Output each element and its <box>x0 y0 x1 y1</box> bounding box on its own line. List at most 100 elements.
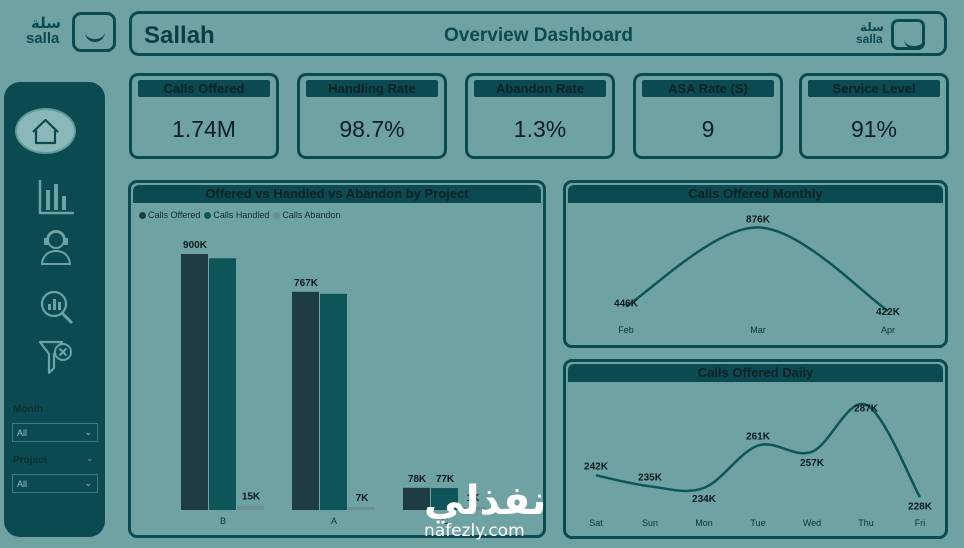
search-analytics-icon <box>40 290 74 325</box>
legend-item-offered: Calls Offered <box>139 210 200 220</box>
kpi-card-asa-rate: ASA Rate (S) 9 <box>633 73 783 159</box>
x-tick-label: A <box>331 516 337 526</box>
legend-item-handled: Calls Handled <box>204 210 269 220</box>
watermark-latin: nafezly.com <box>424 521 525 541</box>
month-filter-select[interactable]: All ⌄ <box>12 423 98 442</box>
data-label: 287K <box>854 404 879 415</box>
page-title: Overview Dashboard <box>444 25 634 46</box>
data-label: 876K <box>746 214 771 225</box>
kpi-value: 98.7% <box>339 116 405 142</box>
kpi-card-service-level: Service Level 91% <box>799 73 949 159</box>
data-label: 1K <box>467 493 481 504</box>
daily-line-chart-panel: Calls Offered Daily 242K Sat 235K Sun 234K Mo… <box>563 359 948 539</box>
header-logo-arabic: سلة <box>860 20 884 34</box>
project-filter-value: All <box>17 479 28 489</box>
header-bar: Sallah Overview Dashboard سلة salla <box>129 11 947 56</box>
nav-analysis-button[interactable] <box>16 286 76 330</box>
logo-latin: salla <box>26 30 60 47</box>
kpi-card-handling-rate: Handling Rate 98.7% <box>297 73 447 159</box>
header-bag-icon <box>891 19 925 50</box>
logo-arabic: سلة <box>31 14 61 32</box>
x-tick-label: Mar <box>750 325 766 335</box>
kpi-label: Abandon Rate <box>474 80 606 97</box>
data-label: 900K <box>183 240 208 251</box>
x-tick-label: Thu <box>858 518 874 528</box>
kpi-label: Service Level <box>808 80 940 97</box>
project-filter-label: Project <box>13 455 47 466</box>
x-tick-label: B <box>220 516 226 526</box>
data-label: 422K <box>876 307 901 318</box>
bar-calls-abandon <box>237 505 264 510</box>
kpi-card-abandon-rate: Abandon Rate 1.3% <box>465 73 615 159</box>
x-tick-label: Apr <box>881 325 895 335</box>
header-salla-logo: سلة salla <box>856 20 888 45</box>
bar-calls-handled <box>431 488 458 510</box>
x-tick-label: C <box>442 516 449 526</box>
bar-calls-offered <box>181 254 208 510</box>
series-line <box>625 226 889 313</box>
sidebar <box>4 82 105 537</box>
kpi-value: 9 <box>701 116 715 142</box>
x-tick-label: Fri <box>915 518 926 528</box>
data-label: 7K <box>356 493 370 504</box>
brand-name: Sallah <box>144 22 215 49</box>
chart-title: Calls Offered Monthly <box>568 185 943 203</box>
nav-agents-button[interactable] <box>16 226 76 270</box>
data-label: 257K <box>800 458 825 469</box>
bar-calls-offered <box>292 291 319 510</box>
watermark: نفذلي nafezly.com <box>424 480 546 540</box>
month-filter-value: All <box>17 428 28 438</box>
clear-filter-icon <box>38 340 72 375</box>
project-filter-expand-icon[interactable]: ⌄ <box>86 453 94 463</box>
bar-calls-offered <box>403 487 430 510</box>
project-bar-chart-panel: Offered vs Handled vs Abandon by Project… <box>128 180 546 538</box>
monthly-line-chart-panel: Calls Offered Monthly 446K Feb 876K Mar 422K… <box>563 180 948 348</box>
clear-filters-button[interactable] <box>16 336 76 380</box>
salla-logo: سلة salla <box>26 14 66 47</box>
legend-item-abandon: Calls Abandon <box>273 210 340 220</box>
series-line <box>595 402 922 498</box>
x-tick-label: Tue <box>750 518 765 528</box>
data-label: 767K <box>294 278 319 289</box>
bar-calls-handled <box>209 258 236 510</box>
chart-legend: Calls Offered Calls Handled Calls Abando… <box>139 210 340 220</box>
kpi-value: 1.74M <box>172 116 236 142</box>
bar-calls-abandon <box>348 507 375 510</box>
bar-chart: 900K 15K B 767K 7K A 78K 77K 1K C <box>181 240 486 526</box>
chart-title: Offered vs Handled vs Abandon by Project <box>133 185 541 203</box>
data-label: 446K <box>614 299 639 310</box>
home-button[interactable] <box>15 108 76 154</box>
project-filter-select[interactable]: All ⌄ <box>12 474 98 493</box>
x-tick-label: Sun <box>642 518 658 528</box>
kpi-label: ASA Rate (S) <box>642 80 774 97</box>
data-label: 77K <box>436 474 455 485</box>
bar-calls-abandon <box>459 507 486 510</box>
data-label: 242K <box>584 461 609 472</box>
watermark-arabic: نفذلي <box>424 478 547 524</box>
kpi-value: 91% <box>850 116 898 142</box>
home-icon <box>32 118 59 145</box>
bar-chart-icon <box>38 180 74 215</box>
data-label: 235K <box>638 472 663 483</box>
bar-calls-handled <box>320 293 347 510</box>
data-label: 261K <box>746 432 771 443</box>
data-label: 228K <box>908 501 933 512</box>
x-tick-label: Feb <box>618 325 634 335</box>
chevron-down-icon: ⌄ <box>84 427 92 437</box>
month-filter-label: Month <box>13 404 43 415</box>
data-label: 234K <box>692 494 717 505</box>
kpi-label: Handling Rate <box>306 80 438 97</box>
kpi-card-calls-offered: Calls Offered 1.74M <box>129 73 279 159</box>
legend-label: Calls Handled <box>213 210 270 220</box>
chevron-down-icon: ⌄ <box>84 478 92 488</box>
chart-title: Calls Offered Daily <box>568 364 943 382</box>
legend-label: Calls Abandon <box>282 210 341 220</box>
kpi-value: 1.3% <box>513 116 567 142</box>
nav-overview-button[interactable] <box>16 176 76 220</box>
kpi-label: Calls Offered <box>138 80 270 97</box>
data-label: 78K <box>408 474 427 485</box>
x-tick-label: Wed <box>803 518 821 528</box>
data-label: 15K <box>242 492 261 503</box>
x-tick-label: Mon <box>695 518 713 528</box>
daily-line-chart: 242K Sat 235K Sun 234K Mon 261K Tue 257K Wed 287K T… <box>584 402 933 528</box>
